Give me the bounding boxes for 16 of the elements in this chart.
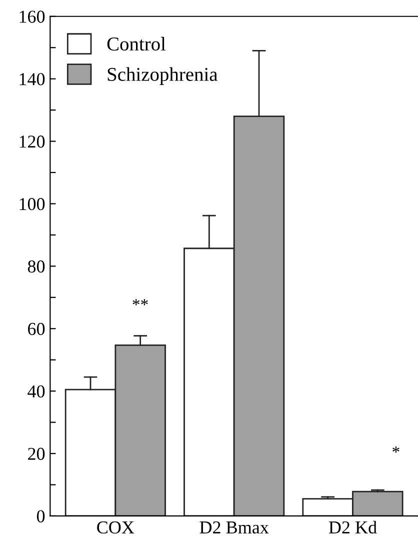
legend-label: Schizophrenia xyxy=(108,67,218,85)
y-tick-label: 80 xyxy=(28,260,45,273)
x-tick-label: D2 Bmax xyxy=(200,521,269,534)
annotation: * xyxy=(392,446,400,453)
y-tick-label: 100 xyxy=(20,198,45,210)
y-tick-label: 0 xyxy=(36,510,45,522)
x-tick-label: COX xyxy=(97,521,134,534)
y-tick-label: 60 xyxy=(28,322,45,336)
y-tick-label: 40 xyxy=(28,385,45,398)
annotation: ** xyxy=(132,299,148,306)
legend-label: Control xyxy=(107,36,166,51)
y-tick-label: 140 xyxy=(20,73,45,86)
x-tick-label: D2 Kd xyxy=(328,520,377,534)
y-tick-label: 160 xyxy=(20,10,45,23)
y-tick-label: 20 xyxy=(28,448,45,460)
y-tick-label: 120 xyxy=(20,136,45,148)
